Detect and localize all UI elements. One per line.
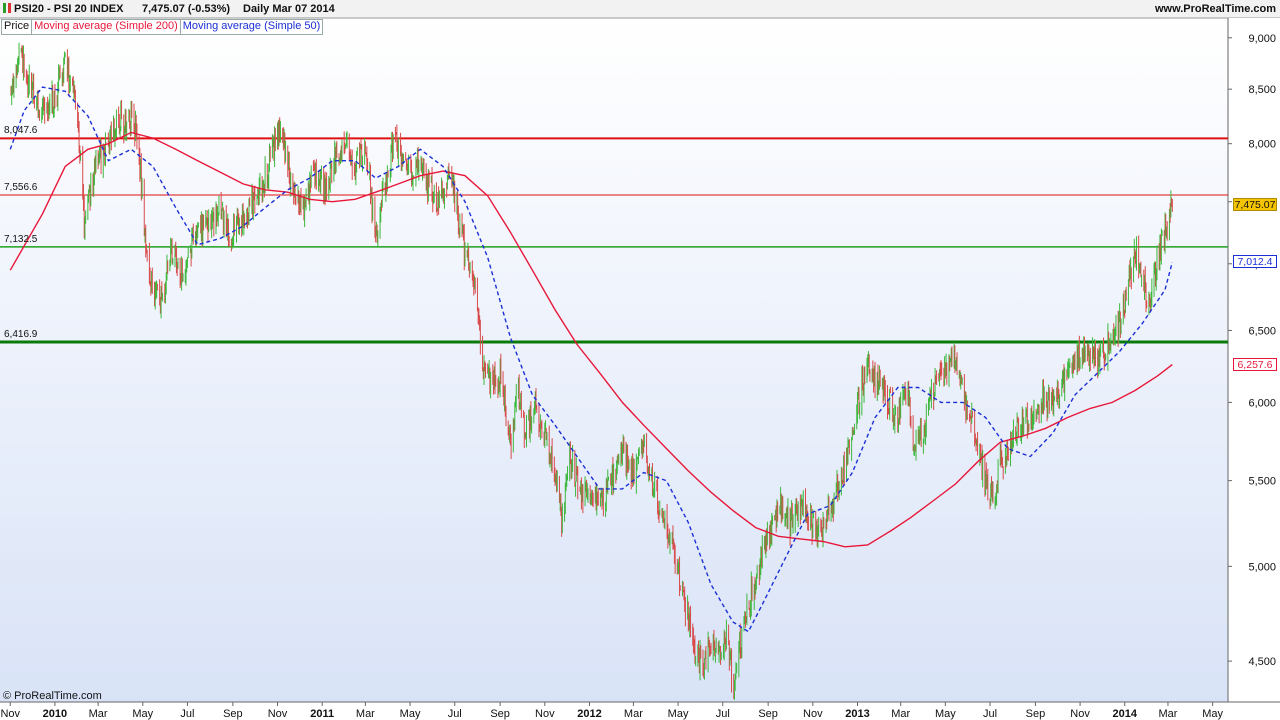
x-tick-label-16: Jul [716,708,730,720]
x-tick-label-8: Mar [356,708,375,720]
plot-background [0,18,1228,702]
level-label-2: 7,132.5 [4,233,38,245]
y-tick-label-2: 8,000 [1248,139,1276,151]
x-tick-label-24: Nov [1070,708,1090,720]
copyright: © ProRealTime.com [3,690,102,702]
x-tick-label-7: 2011 [310,708,334,720]
x-tick-label-4: Jul [180,708,194,720]
level-label-0: 8,047.6 [4,125,38,137]
x-tick-label-11: Sep [490,708,510,720]
legend-ma200[interactable]: Moving average (Simple 200) [32,20,181,34]
y-tick-label-9: 4,500 [1248,656,1276,668]
x-tick-label-27: May [1202,708,1223,720]
ma200-value-badge: 6,257.6 [1233,357,1277,371]
y-tick-label-5: 6,500 [1248,325,1276,337]
x-tick-label-14: Mar [624,708,643,720]
x-tick-label-12: Nov [535,708,555,720]
header-symbol: PSI20 - PSI 20 INDEX [3,3,123,15]
header-bar [0,0,1280,18]
x-tick-label-21: May [935,708,956,720]
x-axis-panel [0,702,1280,720]
x-tick-label-23: Sep [1026,708,1046,720]
x-tick-label-25: 2014 [1113,708,1138,720]
y-tick-label-8: 5,000 [1248,561,1276,573]
symbol-name: PSI20 - PSI 20 INDEX [14,3,124,15]
y-tick-label-7: 5,500 [1248,476,1276,488]
x-tick-label-3: May [132,708,153,720]
x-tick-label-5: Sep [223,708,243,720]
x-tick-label-6: Nov [268,708,288,720]
x-tick-label-10: Jul [448,708,462,720]
y-tick-label-0: 9,000 [1248,33,1276,45]
x-tick-label-18: Nov [803,708,823,720]
x-tick-label-19: 2013 [845,708,869,720]
x-tick-label-17: Sep [758,708,778,720]
x-tick-label-15: May [668,708,689,720]
period-label: Daily Mar 07 2014 [243,3,335,15]
y-tick-label-6: 6,000 [1248,397,1276,409]
level-label-3: 6,416.9 [4,328,38,340]
x-tick-label-2: Mar [89,708,108,720]
last-price-badge: 7,475.07 [1233,197,1277,211]
x-tick-label-1: 2010 [43,708,67,720]
level-label-1: 7,556.6 [4,181,38,193]
ma200-line[interactable] [9,131,1173,548]
x-tick-label-20: Mar [891,708,910,720]
ma50-line[interactable] [9,86,1173,633]
x-tick-label-13: 2012 [577,708,601,720]
x-tick-label-9: May [400,708,421,720]
bar-chart-icon [3,3,11,13]
legend: Price Moving average (Simple 200) Moving… [1,19,324,35]
legend-ma50[interactable]: Moving average (Simple 50) [182,20,321,32]
last-quote: 7,475.07 (-0.53%) [142,3,231,15]
legend-price[interactable]: Price [2,20,33,34]
x-tick-label-22: Jul [983,708,997,720]
x-tick-label-0: Nov [0,708,20,720]
ma50-value-badge: 7,012.4 [1233,255,1277,269]
y-tick-label-1: 8,500 [1248,84,1276,96]
x-tick-label-26: Mar [1158,708,1177,720]
site-url[interactable]: www.ProRealTime.com [1154,3,1276,15]
